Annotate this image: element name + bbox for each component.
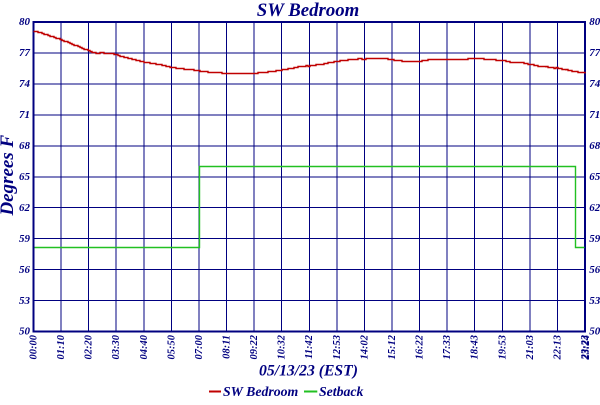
svg-text:15:12: 15:12 bbox=[387, 334, 398, 359]
svg-text:71: 71 bbox=[19, 109, 30, 121]
svg-text:03:30: 03:30 bbox=[111, 334, 122, 359]
svg-text:02:20: 02:20 bbox=[84, 334, 95, 359]
svg-text:14:02: 14:02 bbox=[359, 334, 370, 359]
svg-text:01:10: 01:10 bbox=[56, 334, 67, 359]
svg-text:12:53: 12:53 bbox=[332, 335, 343, 360]
svg-text:23:24: 23:24 bbox=[581, 335, 592, 361]
svg-text:77: 77 bbox=[19, 47, 31, 59]
svg-text:62: 62 bbox=[19, 202, 31, 214]
svg-text:Degrees F: Degrees F bbox=[0, 135, 18, 217]
svg-text:SW Bedroom: SW Bedroom bbox=[223, 384, 299, 399]
svg-text:80: 80 bbox=[19, 16, 31, 28]
svg-text:05/13/23 (EST): 05/13/23 (EST) bbox=[259, 363, 358, 380]
svg-text:17:33: 17:33 bbox=[442, 335, 453, 360]
svg-text:10:32: 10:32 bbox=[277, 334, 288, 359]
svg-text:23:23: 23:23 bbox=[580, 335, 591, 361]
svg-text:04:40: 04:40 bbox=[139, 334, 150, 359]
svg-text:SW Bedroom: SW Bedroom bbox=[257, 0, 359, 21]
svg-text:09:22: 09:22 bbox=[249, 334, 260, 359]
svg-text:56: 56 bbox=[589, 264, 600, 276]
svg-text:50: 50 bbox=[19, 326, 31, 338]
svg-text:68: 68 bbox=[19, 140, 31, 152]
svg-text:19:53: 19:53 bbox=[497, 335, 508, 360]
svg-text:05:50: 05:50 bbox=[166, 334, 177, 359]
svg-text:18:43: 18:43 bbox=[470, 335, 481, 360]
svg-text:22:13: 22:13 bbox=[552, 335, 563, 361]
svg-text:08:11: 08:11 bbox=[222, 335, 233, 359]
svg-text:21:03: 21:03 bbox=[525, 335, 536, 361]
svg-text:53: 53 bbox=[589, 295, 600, 307]
svg-text:11:42: 11:42 bbox=[304, 334, 315, 359]
svg-text:00:00: 00:00 bbox=[29, 334, 40, 359]
svg-text:59: 59 bbox=[19, 233, 31, 245]
svg-text:77: 77 bbox=[589, 47, 600, 59]
svg-text:80: 80 bbox=[589, 16, 600, 28]
svg-text:65: 65 bbox=[19, 171, 31, 183]
svg-text:68: 68 bbox=[589, 140, 600, 152]
svg-text:65: 65 bbox=[589, 171, 600, 183]
svg-text:56: 56 bbox=[19, 264, 31, 276]
svg-text:74: 74 bbox=[589, 78, 600, 90]
svg-text:71: 71 bbox=[589, 109, 600, 121]
svg-text:62: 62 bbox=[589, 202, 600, 214]
svg-text:53: 53 bbox=[19, 295, 31, 307]
svg-text:74: 74 bbox=[19, 78, 31, 90]
svg-text:07:00: 07:00 bbox=[194, 334, 205, 359]
svg-text:Setback: Setback bbox=[319, 384, 364, 399]
svg-text:16:22: 16:22 bbox=[415, 334, 426, 359]
svg-text:50: 50 bbox=[589, 326, 600, 338]
svg-text:59: 59 bbox=[589, 233, 600, 245]
